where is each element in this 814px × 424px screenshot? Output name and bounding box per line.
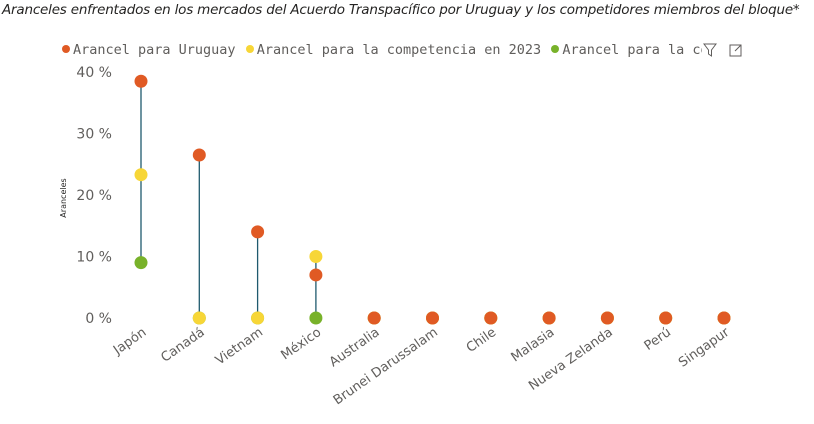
y-axis: 0 % 10 % 20 % 30 % 40 % bbox=[76, 65, 112, 327]
y-tick-label: 30 % bbox=[76, 127, 112, 143]
data-point[interactable] bbox=[134, 256, 148, 270]
x-tick-label: Australia bbox=[327, 325, 383, 370]
legend-label-competencia-2023: Arancel para la competencia en 2023 bbox=[256, 42, 542, 58]
data-point[interactable] bbox=[717, 311, 731, 325]
data-point[interactable] bbox=[192, 311, 206, 325]
legend-label-competencia: Arancel para la compet bbox=[562, 42, 702, 58]
legend-item-competencia-2023[interactable]: Arancel para la competencia en 2023 bbox=[245, 42, 542, 58]
x-tick-label: Perú bbox=[642, 325, 674, 354]
x-tick-label: Malasia bbox=[509, 325, 558, 365]
data-point[interactable] bbox=[251, 225, 265, 239]
y-tick-label: 0 % bbox=[85, 311, 112, 327]
legend-item-competencia[interactable]: Arancel para la compet bbox=[551, 42, 702, 58]
x-tick-label: Vietnam bbox=[213, 325, 266, 368]
data-point[interactable] bbox=[251, 311, 265, 325]
data-point[interactable] bbox=[309, 268, 323, 282]
data-point[interactable] bbox=[426, 311, 439, 325]
x-tick-label: Canadá bbox=[158, 325, 207, 366]
data-point[interactable] bbox=[134, 168, 148, 182]
x-tick-label: Brunei Darussalam bbox=[331, 325, 441, 408]
data-point[interactable] bbox=[542, 311, 556, 325]
x-axis: Japón Canadá Vietnam México AustraliaBrunei … bbox=[110, 325, 733, 409]
x-tick-label: Singapur bbox=[676, 325, 733, 371]
data-point[interactable] bbox=[309, 250, 323, 263]
data-point[interactable] bbox=[309, 311, 323, 325]
data-point[interactable] bbox=[659, 311, 673, 325]
stems bbox=[140, 81, 317, 318]
legend-dot-competencia bbox=[551, 45, 560, 53]
data-point[interactable] bbox=[192, 148, 206, 162]
data-points bbox=[134, 74, 731, 325]
legend-item-uruguay[interactable]: Arancel para Uruguay bbox=[62, 42, 236, 58]
visual-toolbar bbox=[703, 43, 742, 57]
x-tick-label: México bbox=[278, 325, 324, 363]
y-tick-label: 10 % bbox=[76, 250, 112, 266]
y-axis-title: Aranceles bbox=[59, 178, 68, 217]
legend-dot-competencia-2023 bbox=[245, 45, 254, 53]
data-point[interactable] bbox=[367, 311, 381, 325]
filter-icon[interactable] bbox=[703, 43, 717, 57]
data-point[interactable] bbox=[484, 311, 498, 325]
focus-mode-icon[interactable] bbox=[729, 44, 742, 57]
x-tick-label: Japón bbox=[110, 325, 149, 359]
data-point[interactable] bbox=[134, 74, 148, 88]
legend-label-uruguay: Arancel para Uruguay bbox=[73, 42, 236, 58]
y-tick-label: 40 % bbox=[76, 65, 112, 81]
chart-title: Aranceles enfrentados en los mercados de… bbox=[2, 2, 800, 18]
y-tick-label: 20 % bbox=[76, 188, 112, 204]
data-point[interactable] bbox=[600, 311, 614, 325]
legend: Arancel para Uruguay Arancel para la com… bbox=[62, 42, 702, 60]
legend-dot-uruguay bbox=[62, 45, 70, 53]
x-tick-label: Chile bbox=[464, 325, 499, 356]
